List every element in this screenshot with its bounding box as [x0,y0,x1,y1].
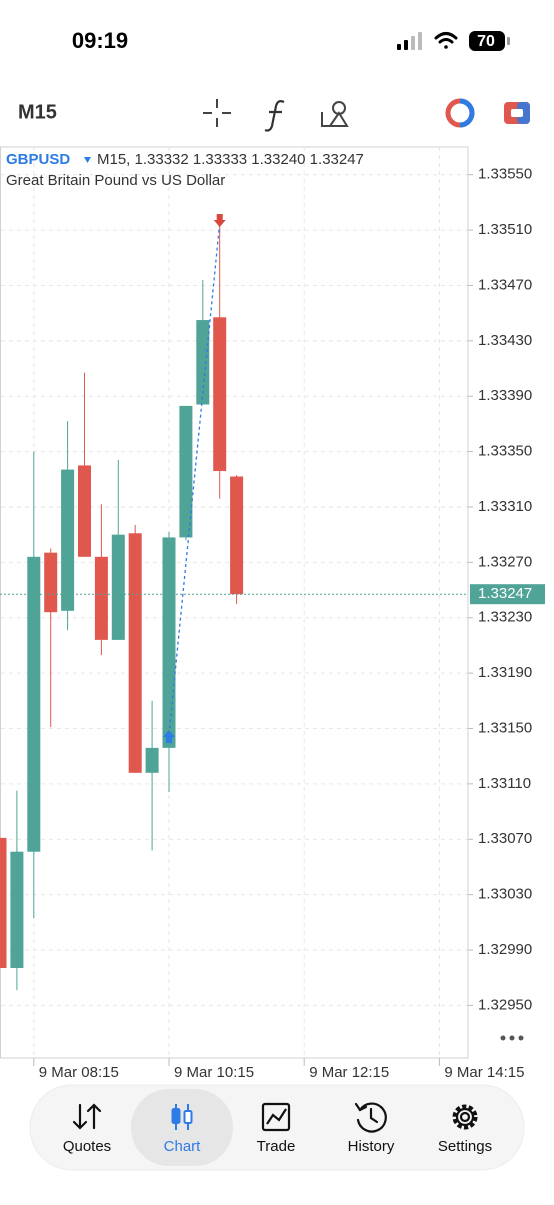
signal-icon [397,32,422,50]
y-tick-label: 1.33150 [478,719,532,736]
history-icon [354,1102,387,1133]
account-button[interactable] [445,98,475,128]
status-time: 09:19 [72,28,128,53]
tabs: Quotes Chart Trade History Settings [63,1089,492,1166]
y-tick-label: 1.33230 [478,609,532,626]
candle-body [213,317,227,471]
y-tick-label: 1.33110 [478,775,531,792]
objects-button[interactable] [321,101,349,127]
candle-body [0,837,7,969]
x-tick-label: 9 Mar 12:15 [309,1064,389,1081]
x-tick-label: 9 Mar 10:15 [174,1064,254,1081]
tab-label[interactable]: Chart [164,1138,202,1155]
last-price-tag [470,584,545,605]
y-tick-label: 1.33430 [478,332,532,349]
candle-body [196,320,210,405]
chart-icon [171,1104,193,1130]
chart-subtitle: M15, 1.33332 1.33333 1.33240 1.33247 [97,151,364,168]
x-tick-label: 9 Mar 14:15 [444,1064,524,1081]
trade-icon [261,1102,291,1132]
y-tick-label: 1.33270 [478,553,532,570]
tab-label[interactable]: History [348,1138,395,1155]
candle-body [94,556,108,640]
indicators-button[interactable] [264,100,285,132]
candle-body [128,533,142,773]
y-tick-label: 1.33070 [478,830,532,847]
more-button[interactable] [500,1035,524,1041]
y-tick-label: 1.32990 [478,941,532,958]
last-price-label: 1.33247 [478,585,532,602]
y-tick-label: 1.33190 [478,664,532,681]
tab-label[interactable]: Quotes [63,1138,111,1155]
tab-bar [29,1084,525,1171]
symbol[interactable]: GBPUSD [6,151,70,168]
battery-icon [469,31,505,51]
y-tick-label: 1.33310 [478,498,532,515]
candle-body [61,469,75,611]
tab-label[interactable]: Trade [257,1138,296,1155]
y-tick-label: 1.33470 [478,276,532,293]
y-tick-label: 1.33510 [478,221,532,238]
candle-body [78,465,91,557]
sell-arrow [213,213,226,227]
y-tick-label: 1.33390 [478,387,532,404]
symbol-dropdown[interactable] [84,157,91,163]
quotes-icon [72,1103,102,1130]
y-tick-label: 1.33550 [478,166,532,183]
y-tick-label: 1.33030 [478,886,532,903]
y-tick-label: 1.33350 [478,443,532,460]
candle-body [111,534,125,640]
candle-body [145,747,159,773]
battery-level: 70 [477,33,495,50]
x-tick-label: 9 Mar 08:15 [39,1064,119,1081]
candle-body [230,476,244,595]
buy-arrow [163,730,175,744]
wifi-icon [434,32,458,49]
active-tab-pill [131,1089,233,1166]
candle-body [44,552,58,613]
y-tick-label: 1.32950 [478,996,532,1013]
settings-icon [452,1104,478,1130]
chart: 1.33550 1.33510 1.33470 1.33430 1.33390 1.333… [0,147,545,1081]
timeframe-button[interactable]: M15 [18,101,57,123]
trade-button[interactable] [504,102,530,124]
plot-frame [0,146,469,1059]
chart-description: Great Britain Pound vs US Dollar [6,172,225,189]
candle-body [179,405,193,538]
candle-body [162,537,176,748]
tab-label[interactable]: Settings [438,1138,492,1155]
trade-line [168,222,221,735]
candle-body [10,851,24,969]
candle-body [27,556,41,852]
battery-cap [507,37,510,45]
crosshair-button[interactable] [203,99,231,127]
